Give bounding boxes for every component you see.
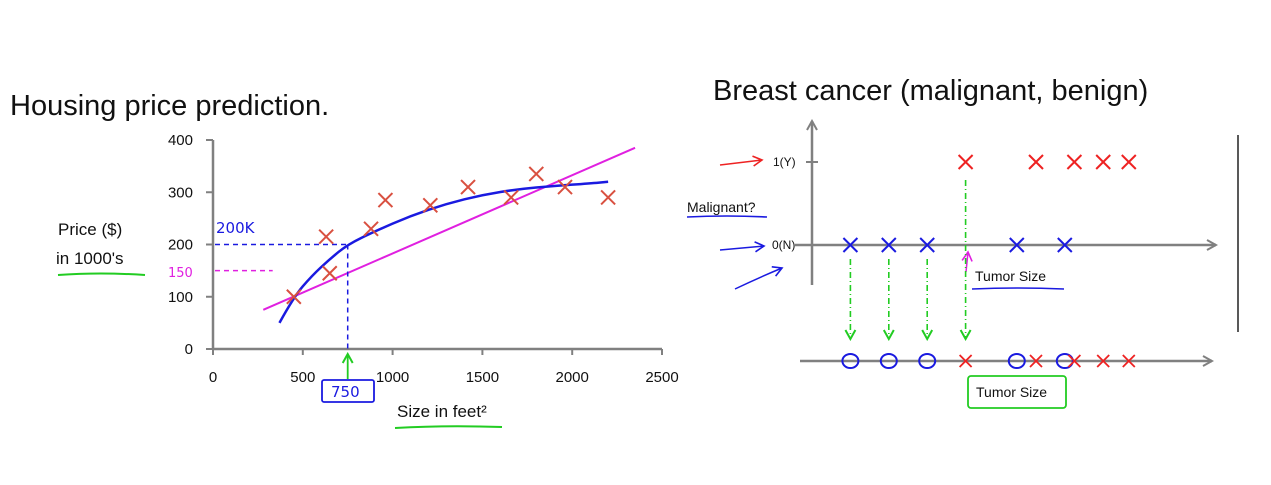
housing-data-point xyxy=(318,228,334,245)
benign-1d-point xyxy=(1007,353,1026,369)
housing-xtick-label: 1500 xyxy=(466,369,499,386)
annot-150-label: 150 xyxy=(168,266,193,281)
straight-line-fit xyxy=(262,146,636,311)
hand-arrow-red xyxy=(719,155,764,167)
housing-data-point xyxy=(286,289,302,305)
cancer-1d-xlabel-box xyxy=(967,375,1067,409)
housing-ytick-label: 300 xyxy=(168,184,193,201)
benign-1d-point xyxy=(841,353,860,369)
malignant-1d-point xyxy=(1029,354,1043,368)
malignant-point xyxy=(1028,154,1044,170)
housing-y-ticks: 0 100 200 300 400 xyxy=(168,132,213,358)
benign-point xyxy=(842,237,859,253)
housing-data-point xyxy=(322,265,338,281)
housing-xlabel: Size in feet² xyxy=(397,402,487,421)
benign-point xyxy=(881,237,897,253)
cancer-title: Breast cancer (malignant, benign) xyxy=(713,75,1148,107)
housing-data-point xyxy=(600,189,616,206)
malignant-point xyxy=(1066,154,1083,170)
xlabel-blue-underline xyxy=(971,287,1065,290)
xlabel-green-underline xyxy=(394,425,503,429)
housing-ytick-label: 200 xyxy=(168,237,193,254)
benign-point xyxy=(1009,237,1025,253)
housing-ylabel-line1: Price ($) xyxy=(58,220,122,239)
housing-xtick-label: 1000 xyxy=(376,369,409,386)
annot-200k-label: 200K xyxy=(216,219,256,237)
annot-750-label: 750 xyxy=(331,383,360,401)
benign-1d-point xyxy=(1055,353,1074,369)
benign-1d-point xyxy=(918,353,937,369)
housing-ylabel-line2: in 1000's xyxy=(56,249,124,268)
housing-ytick-label: 0 xyxy=(185,341,193,358)
housing-x-ticks: 0 500 1000 1500 2000 2500 xyxy=(209,349,679,386)
malignant-point xyxy=(957,154,974,170)
cancer-chart: Breast cancer (malignant, benign) 1(Y) 0… xyxy=(686,75,1239,409)
housing-chart: Housing price prediction. 0100200300400 … xyxy=(10,90,679,429)
malignant-1d-point xyxy=(1096,354,1110,368)
cancer-marks xyxy=(841,154,1137,369)
housing-annotations xyxy=(215,243,348,379)
housing-data-point xyxy=(460,179,476,195)
cancer-ytick-0-label: 0(N) xyxy=(772,238,795,252)
housing-ytick-label: 400 xyxy=(168,132,193,149)
malignant-point xyxy=(1095,154,1111,170)
housing-data-point xyxy=(377,192,394,208)
housing-data-point xyxy=(557,179,573,195)
housing-data-point xyxy=(363,221,379,237)
housing-xtick-label: 2000 xyxy=(556,369,589,386)
malignant-1d-point xyxy=(958,354,973,368)
cancer-1d-xlabel: Tumor Size xyxy=(976,384,1047,400)
ylabel-green-underline xyxy=(57,272,146,276)
malignant-1d-point xyxy=(1122,354,1136,368)
housing-data-points xyxy=(286,166,616,305)
benign-1d-point xyxy=(879,353,898,369)
cancer-ylabel: Malignant? xyxy=(687,199,756,215)
housing-data-point xyxy=(528,166,544,182)
housing-data-point xyxy=(503,189,519,206)
benign-point xyxy=(1057,237,1073,253)
housing-xtick-label: 2500 xyxy=(645,369,678,386)
hand-arrow-magenta xyxy=(961,250,973,273)
housing-ytick-label: 100 xyxy=(168,289,193,306)
housing-data-point xyxy=(422,197,439,214)
hand-arrow-blue xyxy=(719,241,766,253)
housing-fit-curves xyxy=(262,146,636,324)
benign-point xyxy=(919,237,935,253)
ylabel-blue-underline xyxy=(686,215,768,218)
hand-arrow-blue-diag xyxy=(734,266,784,290)
malignant-1d-point xyxy=(1067,354,1082,368)
quadratic-fit-curve xyxy=(278,180,609,324)
annot-750-box xyxy=(321,379,375,403)
cancer-xlabel: Tumor Size xyxy=(975,268,1046,284)
housing-xtick-label: 500 xyxy=(290,369,315,386)
cancer-ytick-1-label: 1(Y) xyxy=(773,155,796,169)
housing-title: Housing price prediction. xyxy=(10,90,329,122)
malignant-point xyxy=(1121,154,1137,170)
housing-xtick-label: 0 xyxy=(209,369,217,386)
